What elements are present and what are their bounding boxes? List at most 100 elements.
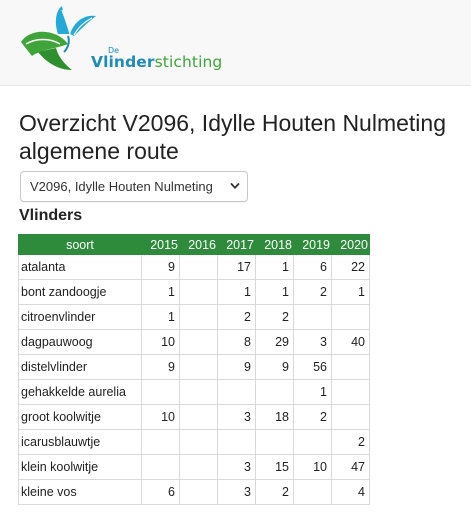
count-cell: 1 [141, 304, 180, 330]
species-name-cell: kleine vos [18, 479, 142, 505]
logo-v: V [91, 53, 104, 71]
count-cell: 9 [217, 354, 256, 380]
count-cell: 1 [255, 254, 294, 280]
count-cell: 18 [255, 404, 294, 430]
table-row: klein koolwitje 3 15 10 47 [18, 454, 370, 480]
column-header-2018[interactable]: 2018 [255, 234, 294, 255]
count-cell [331, 379, 370, 405]
count-cell [293, 304, 332, 330]
count-cell: 3 [217, 404, 256, 430]
column-header-soort[interactable]: soort [18, 234, 142, 255]
count-cell [217, 429, 256, 455]
count-cell: 40 [331, 329, 370, 355]
count-cell [141, 429, 180, 455]
species-name-cell: dagpauwoog [18, 329, 142, 355]
count-cell: 2 [217, 304, 256, 330]
count-cell: 1 [141, 279, 180, 305]
count-cell [293, 479, 332, 505]
count-cell: 29 [255, 329, 294, 355]
count-cell: 2 [255, 304, 294, 330]
count-cell: 10 [293, 454, 332, 480]
count-cell [255, 429, 294, 455]
logo-linder: linder [103, 53, 155, 71]
column-header-2020[interactable]: 2020 [331, 234, 370, 255]
count-cell [141, 379, 180, 405]
count-cell [179, 304, 218, 330]
count-cell: 15 [255, 454, 294, 480]
count-cell: 9 [141, 254, 180, 280]
logo-de-text: De [108, 46, 120, 55]
table-row: citroenvlinder 1 2 2 [18, 304, 370, 330]
count-cell: 4 [331, 479, 370, 505]
count-cell: 1 [293, 379, 332, 405]
count-cell [179, 354, 218, 380]
column-header-2017[interactable]: 2017 [217, 234, 256, 255]
count-cell [141, 454, 180, 480]
count-cell: 47 [331, 454, 370, 480]
count-cell: 8 [217, 329, 256, 355]
species-name-cell: distelvlinder [18, 354, 142, 380]
counts-table: soort 2015 2016 2017 2018 2019 2020 atal… [18, 234, 370, 505]
count-cell: 10 [141, 404, 180, 430]
table-row: bont zandoogje 1 1 1 2 1 [18, 279, 370, 305]
count-cell: 10 [141, 329, 180, 355]
count-cell: 9 [141, 354, 180, 380]
species-name-cell: klein koolwitje [18, 454, 142, 480]
count-cell [179, 379, 218, 405]
count-cell: 17 [217, 254, 256, 280]
count-cell [179, 279, 218, 305]
count-cell: 6 [141, 479, 180, 505]
species-name-cell: citroenvlinder [18, 304, 142, 330]
site-header: De Vlinderstichting [0, 0, 471, 86]
count-cell: 3 [217, 479, 256, 505]
table-body: atalanta 9 17 1 6 22 bont zandoogje 1 1 1 2 1 citroe… [18, 254, 370, 505]
count-cell: 56 [293, 354, 332, 380]
count-cell [179, 329, 218, 355]
route-select-value: V2096, Idylle Houten Nulmeting [30, 179, 213, 194]
vlinderstichting-logo[interactable]: De Vlinderstichting [18, 4, 222, 78]
butterfly-logo-icon [21, 6, 96, 70]
count-cell [179, 254, 218, 280]
column-header-2019[interactable]: 2019 [293, 234, 332, 255]
table-row: atalanta 9 17 1 6 22 [18, 254, 370, 280]
count-cell [331, 354, 370, 380]
count-cell: 2 [255, 479, 294, 505]
count-cell [255, 379, 294, 405]
species-name-cell: groot koolwitje [18, 404, 142, 430]
logo-stichting: stichting [154, 53, 223, 71]
table-row: kleine vos 6 3 2 4 [18, 479, 370, 505]
column-header-2016[interactable]: 2016 [179, 234, 218, 255]
count-cell: 9 [255, 354, 294, 380]
species-name-cell: bont zandoogje [18, 279, 142, 305]
table-row: icarusblauwtje 2 [18, 429, 370, 455]
count-cell [293, 429, 332, 455]
count-cell: 2 [293, 404, 332, 430]
route-select[interactable]: V2096, Idylle Houten Nulmeting [20, 171, 248, 202]
section-heading: Vlinders [19, 207, 83, 224]
count-cell: 2 [331, 429, 370, 455]
count-cell [179, 404, 218, 430]
table-row: groot koolwitje 10 3 18 2 [18, 404, 370, 430]
table-header-row: soort 2015 2016 2017 2018 2019 2020 [18, 234, 370, 255]
table-row: distelvlinder 9 9 9 56 [18, 354, 370, 380]
count-cell: 1 [217, 279, 256, 305]
count-cell: 22 [331, 254, 370, 280]
column-header-2015[interactable]: 2015 [141, 234, 180, 255]
count-cell: 1 [331, 279, 370, 305]
count-cell [217, 379, 256, 405]
count-cell: 6 [293, 254, 332, 280]
page-title: Overzicht V2096, Idylle Houten Nulmeting… [19, 110, 446, 164]
count-cell [179, 454, 218, 480]
species-name-cell: atalanta [18, 254, 142, 280]
count-cell: 3 [293, 329, 332, 355]
species-name-cell: gehakkelde aurelia [18, 379, 142, 405]
count-cell: 3 [217, 454, 256, 480]
count-cell: 2 [293, 279, 332, 305]
logo-wordmark: Vlinderstichting [91, 53, 222, 71]
count-cell [331, 404, 370, 430]
count-cell [331, 304, 370, 330]
species-name-cell: icarusblauwtje [18, 429, 142, 455]
count-cell [179, 429, 218, 455]
table-row: dagpauwoog 10 8 29 3 40 [18, 329, 370, 355]
count-cell [179, 479, 218, 505]
